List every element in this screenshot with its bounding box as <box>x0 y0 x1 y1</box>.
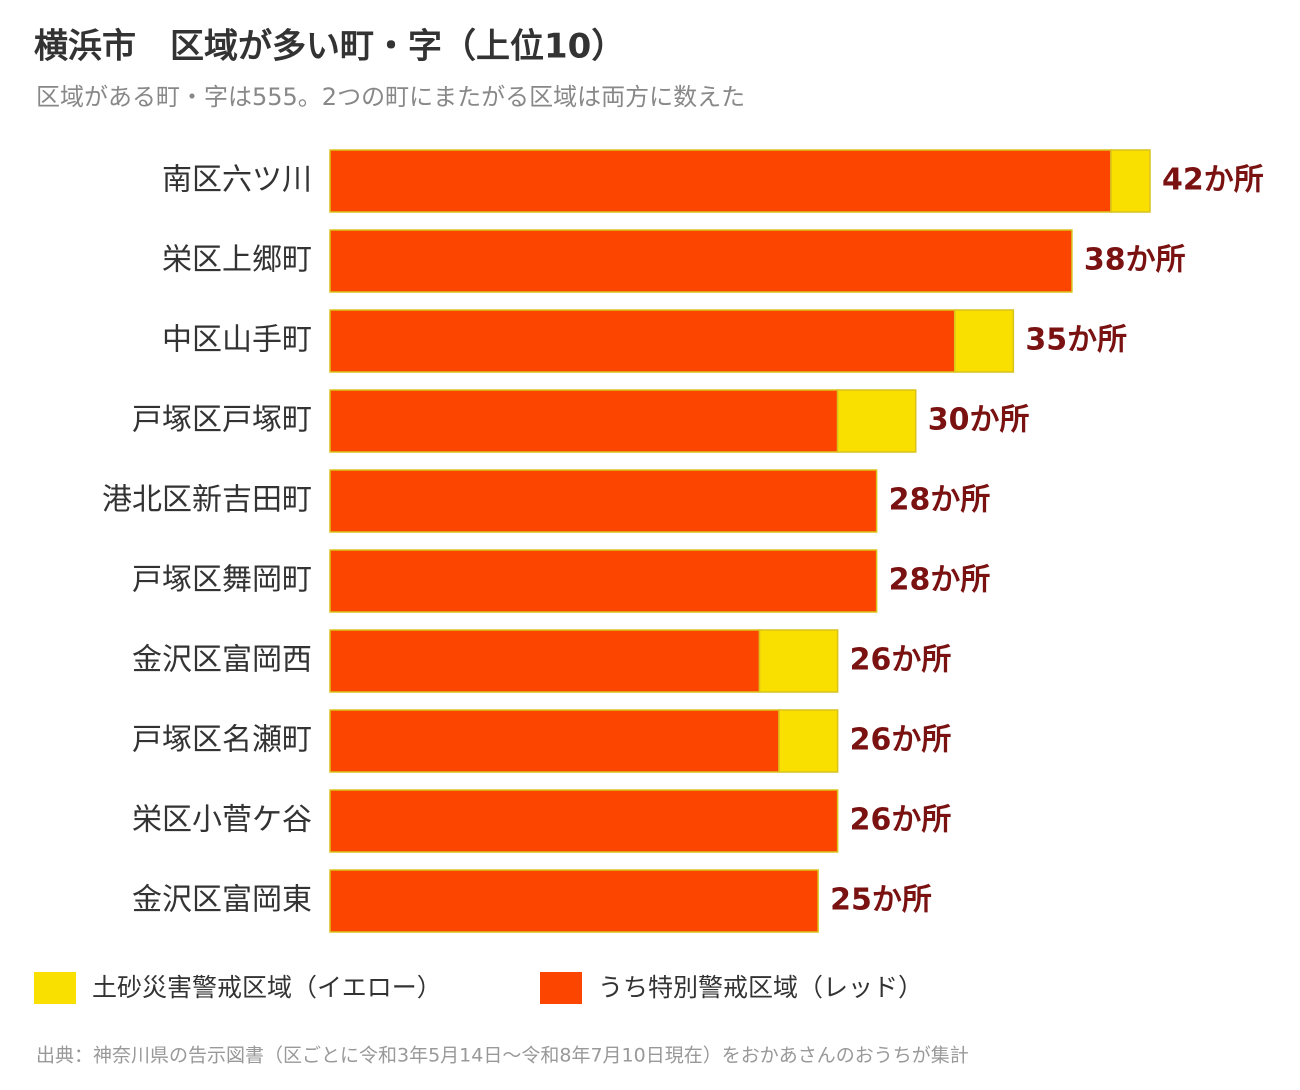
chart-subtitle: 区域がある町・字は555。2つの町にまたがる区域は両方に数えた <box>36 83 745 111</box>
bar-segment <box>329 469 878 533</box>
category-label: 戸塚区戸塚町 <box>132 403 312 438</box>
total-label: 28か所 <box>889 483 991 518</box>
bar-segment <box>329 549 878 613</box>
bar-segment <box>329 789 839 853</box>
legend-swatch <box>34 972 76 1004</box>
total-label: 30か所 <box>928 403 1030 438</box>
legend-swatch <box>540 972 582 1004</box>
bar-segment <box>1110 149 1151 213</box>
total-label: 28か所 <box>889 563 991 598</box>
legend-label: うち特別警戒区域（レッド） <box>598 973 923 1002</box>
chart-title: 横浜市 区域が多い町・字（上位10） <box>34 27 625 67</box>
category-label: 港北区新吉田町 <box>102 483 312 518</box>
category-label: 栄区小菅ケ谷 <box>132 803 312 838</box>
bar-segment <box>836 389 917 453</box>
total-label: 26か所 <box>850 723 952 758</box>
category-label: 中区山手町 <box>162 323 312 358</box>
total-label: 35か所 <box>1025 323 1127 358</box>
bar-segment <box>329 149 1112 213</box>
total-label: 38か所 <box>1084 243 1186 278</box>
bar-segment <box>329 309 956 373</box>
category-label: 南区六ツ川 <box>162 163 312 198</box>
category-label: 金沢区富岡西 <box>132 643 312 678</box>
bar-segment <box>329 709 780 773</box>
bar-segment <box>954 309 1015 373</box>
total-label: 25か所 <box>830 883 932 918</box>
bar-segment <box>758 629 839 693</box>
source: 出典：神奈川県の告示図書（区ごとに令和3年5月14日〜令和8年7月10日現在）を… <box>36 1045 969 1067</box>
category-label: 栄区上郷町 <box>162 243 312 278</box>
bar-segment <box>329 869 819 933</box>
legend-label: 土砂災害警戒区域（イエロー） <box>92 973 442 1002</box>
bar-segment <box>329 229 1073 293</box>
category-label: 戸塚区舞岡町 <box>132 563 312 598</box>
total-label: 26か所 <box>850 803 952 838</box>
category-label: 戸塚区名瀬町 <box>132 723 312 758</box>
bar-segment <box>329 389 839 453</box>
category-label: 金沢区富岡東 <box>132 883 312 918</box>
total-label: 42か所 <box>1162 163 1264 198</box>
bar-segment <box>778 709 839 773</box>
bar-segment <box>329 629 761 693</box>
total-label: 26か所 <box>850 643 952 678</box>
